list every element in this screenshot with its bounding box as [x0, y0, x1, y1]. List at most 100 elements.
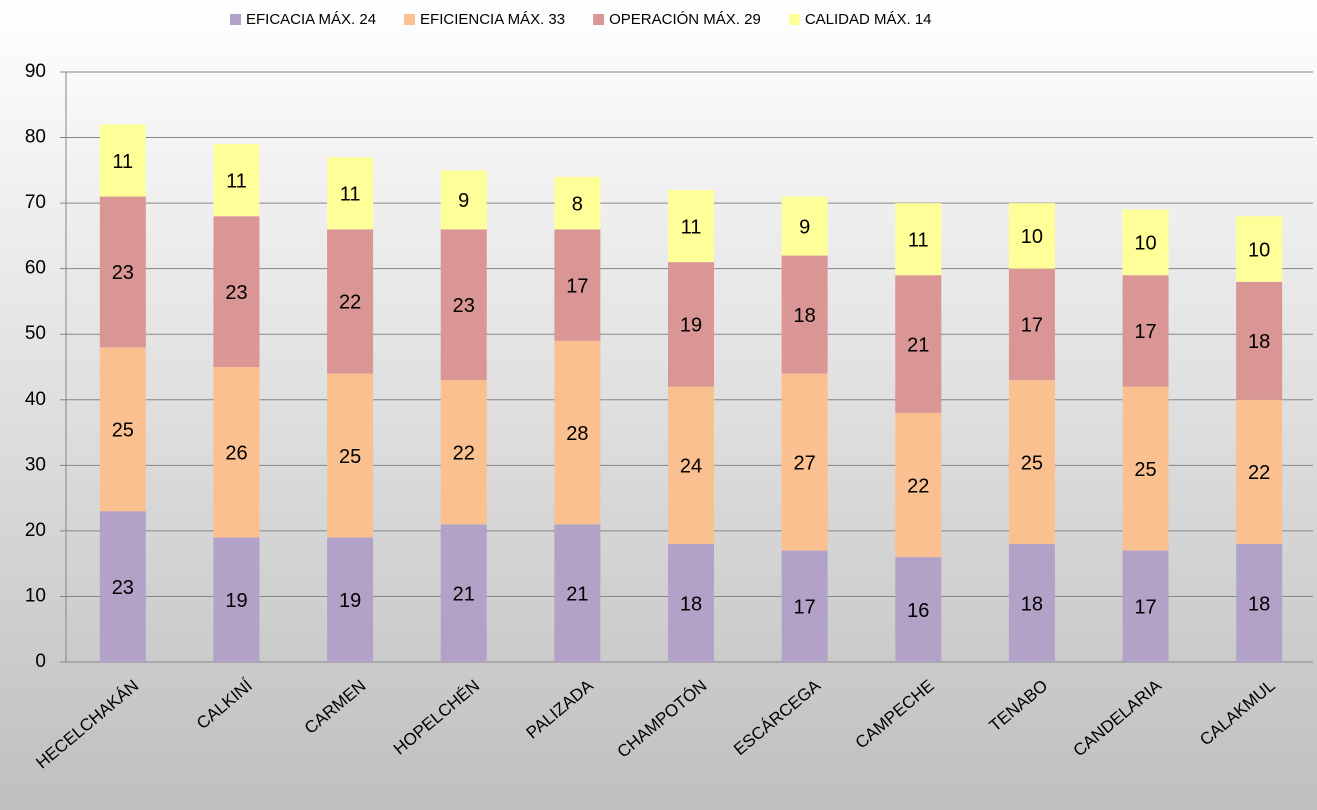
bar-segment	[99, 196, 146, 348]
y-tick-label: 20	[25, 520, 46, 541]
legend-label: CALIDAD MÁX. 14	[805, 11, 932, 28]
data-label: 18	[1021, 593, 1043, 615]
data-label: 21	[453, 583, 475, 605]
bar-segment	[213, 216, 260, 367]
data-label: 18	[680, 593, 702, 615]
bar-segment	[554, 340, 601, 525]
bar-segment	[327, 537, 374, 662]
data-label: 25	[339, 446, 361, 468]
bar-segment	[668, 190, 714, 263]
data-label: 9	[458, 190, 469, 212]
data-label: 10	[1248, 239, 1270, 261]
y-tick-label: 30	[25, 454, 46, 475]
bar-segment	[895, 412, 942, 558]
bar-segment	[1236, 216, 1283, 282]
bar-segment	[440, 524, 487, 662]
bar-segment	[1236, 544, 1283, 662]
bar-segment	[1236, 281, 1283, 400]
bar-segment	[668, 386, 714, 544]
data-label: 25	[1134, 459, 1156, 481]
data-label: 24	[680, 456, 702, 478]
bar-segment	[781, 196, 828, 256]
data-label: 8	[572, 193, 583, 215]
bar-segment	[1008, 268, 1055, 381]
bar-segment	[99, 511, 146, 662]
bar-segment	[327, 229, 374, 374]
legend-label: EFICACIA MÁX. 24	[246, 11, 376, 28]
data-label: 18	[1248, 593, 1270, 615]
data-label: 25	[1021, 452, 1043, 474]
bar-segment	[440, 229, 487, 381]
bar-segment	[895, 203, 942, 276]
bar-segment	[440, 380, 487, 525]
bar-segment	[781, 550, 828, 662]
bar-segment	[99, 124, 146, 197]
bar-segment	[895, 557, 942, 662]
bar-segment	[213, 367, 260, 538]
bar-segment	[781, 373, 828, 551]
data-label: 26	[225, 443, 247, 465]
bar-segment	[1236, 399, 1283, 544]
bar-segment	[1122, 386, 1169, 551]
data-label: 19	[225, 590, 247, 612]
bar-segment	[554, 229, 601, 341]
bar-segment	[1008, 380, 1055, 544]
bar-segment	[1008, 203, 1055, 269]
bar-segment	[213, 537, 260, 662]
bar-segment	[668, 262, 714, 387]
data-label: 18	[1248, 331, 1270, 353]
bar-segment	[1122, 209, 1169, 276]
data-label: 23	[112, 577, 134, 599]
bar-segment	[327, 373, 374, 538]
data-label: 11	[112, 151, 133, 173]
data-label: 16	[907, 600, 929, 622]
data-label: 17	[794, 597, 816, 619]
legend-swatch	[593, 14, 605, 25]
bar-segment	[668, 544, 714, 662]
data-label: 21	[566, 583, 588, 605]
y-tick-label: 0	[35, 651, 46, 672]
data-label: 11	[908, 229, 929, 251]
data-label: 10	[1021, 226, 1043, 248]
data-label: 17	[1021, 315, 1043, 337]
data-label: 17	[1134, 597, 1156, 619]
data-label: 22	[1248, 462, 1270, 484]
bar-segment	[440, 170, 487, 230]
data-label: 17	[566, 275, 588, 297]
data-label: 22	[339, 292, 361, 314]
data-label: 22	[907, 475, 929, 497]
legend-label: EFICIENCIA MÁX. 33	[420, 11, 565, 28]
bar-segment	[213, 144, 260, 217]
data-label: 19	[339, 590, 361, 612]
data-label: 21	[907, 334, 929, 356]
legend-swatch	[788, 14, 800, 25]
y-tick-label: 80	[25, 127, 46, 148]
bar-segment	[1122, 275, 1169, 387]
data-label: 19	[680, 315, 702, 337]
data-label: 23	[112, 262, 134, 284]
bar-segment	[1008, 544, 1055, 662]
y-tick-label: 40	[25, 389, 46, 410]
data-label: 18	[794, 305, 816, 327]
bar-segment	[327, 157, 374, 230]
data-label: 11	[681, 216, 702, 238]
data-label: 11	[226, 170, 247, 192]
data-label: 28	[566, 423, 588, 445]
y-tick-label: 10	[25, 585, 46, 606]
bar-segment	[554, 524, 601, 662]
data-label: 11	[340, 184, 361, 206]
bar-segment	[895, 275, 942, 413]
data-label: 10	[1134, 233, 1156, 255]
data-label: 23	[453, 295, 475, 317]
legend-label: OPERACIÓN MÁX. 29	[609, 11, 761, 28]
data-label: 22	[453, 443, 475, 465]
data-label: 23	[225, 282, 247, 304]
y-tick-label: 60	[25, 258, 46, 279]
y-tick-label: 90	[25, 61, 46, 82]
y-tick-label: 70	[25, 192, 46, 213]
bar-segment	[99, 347, 146, 512]
bar-segment	[781, 255, 828, 374]
y-tick-label: 50	[25, 323, 46, 344]
